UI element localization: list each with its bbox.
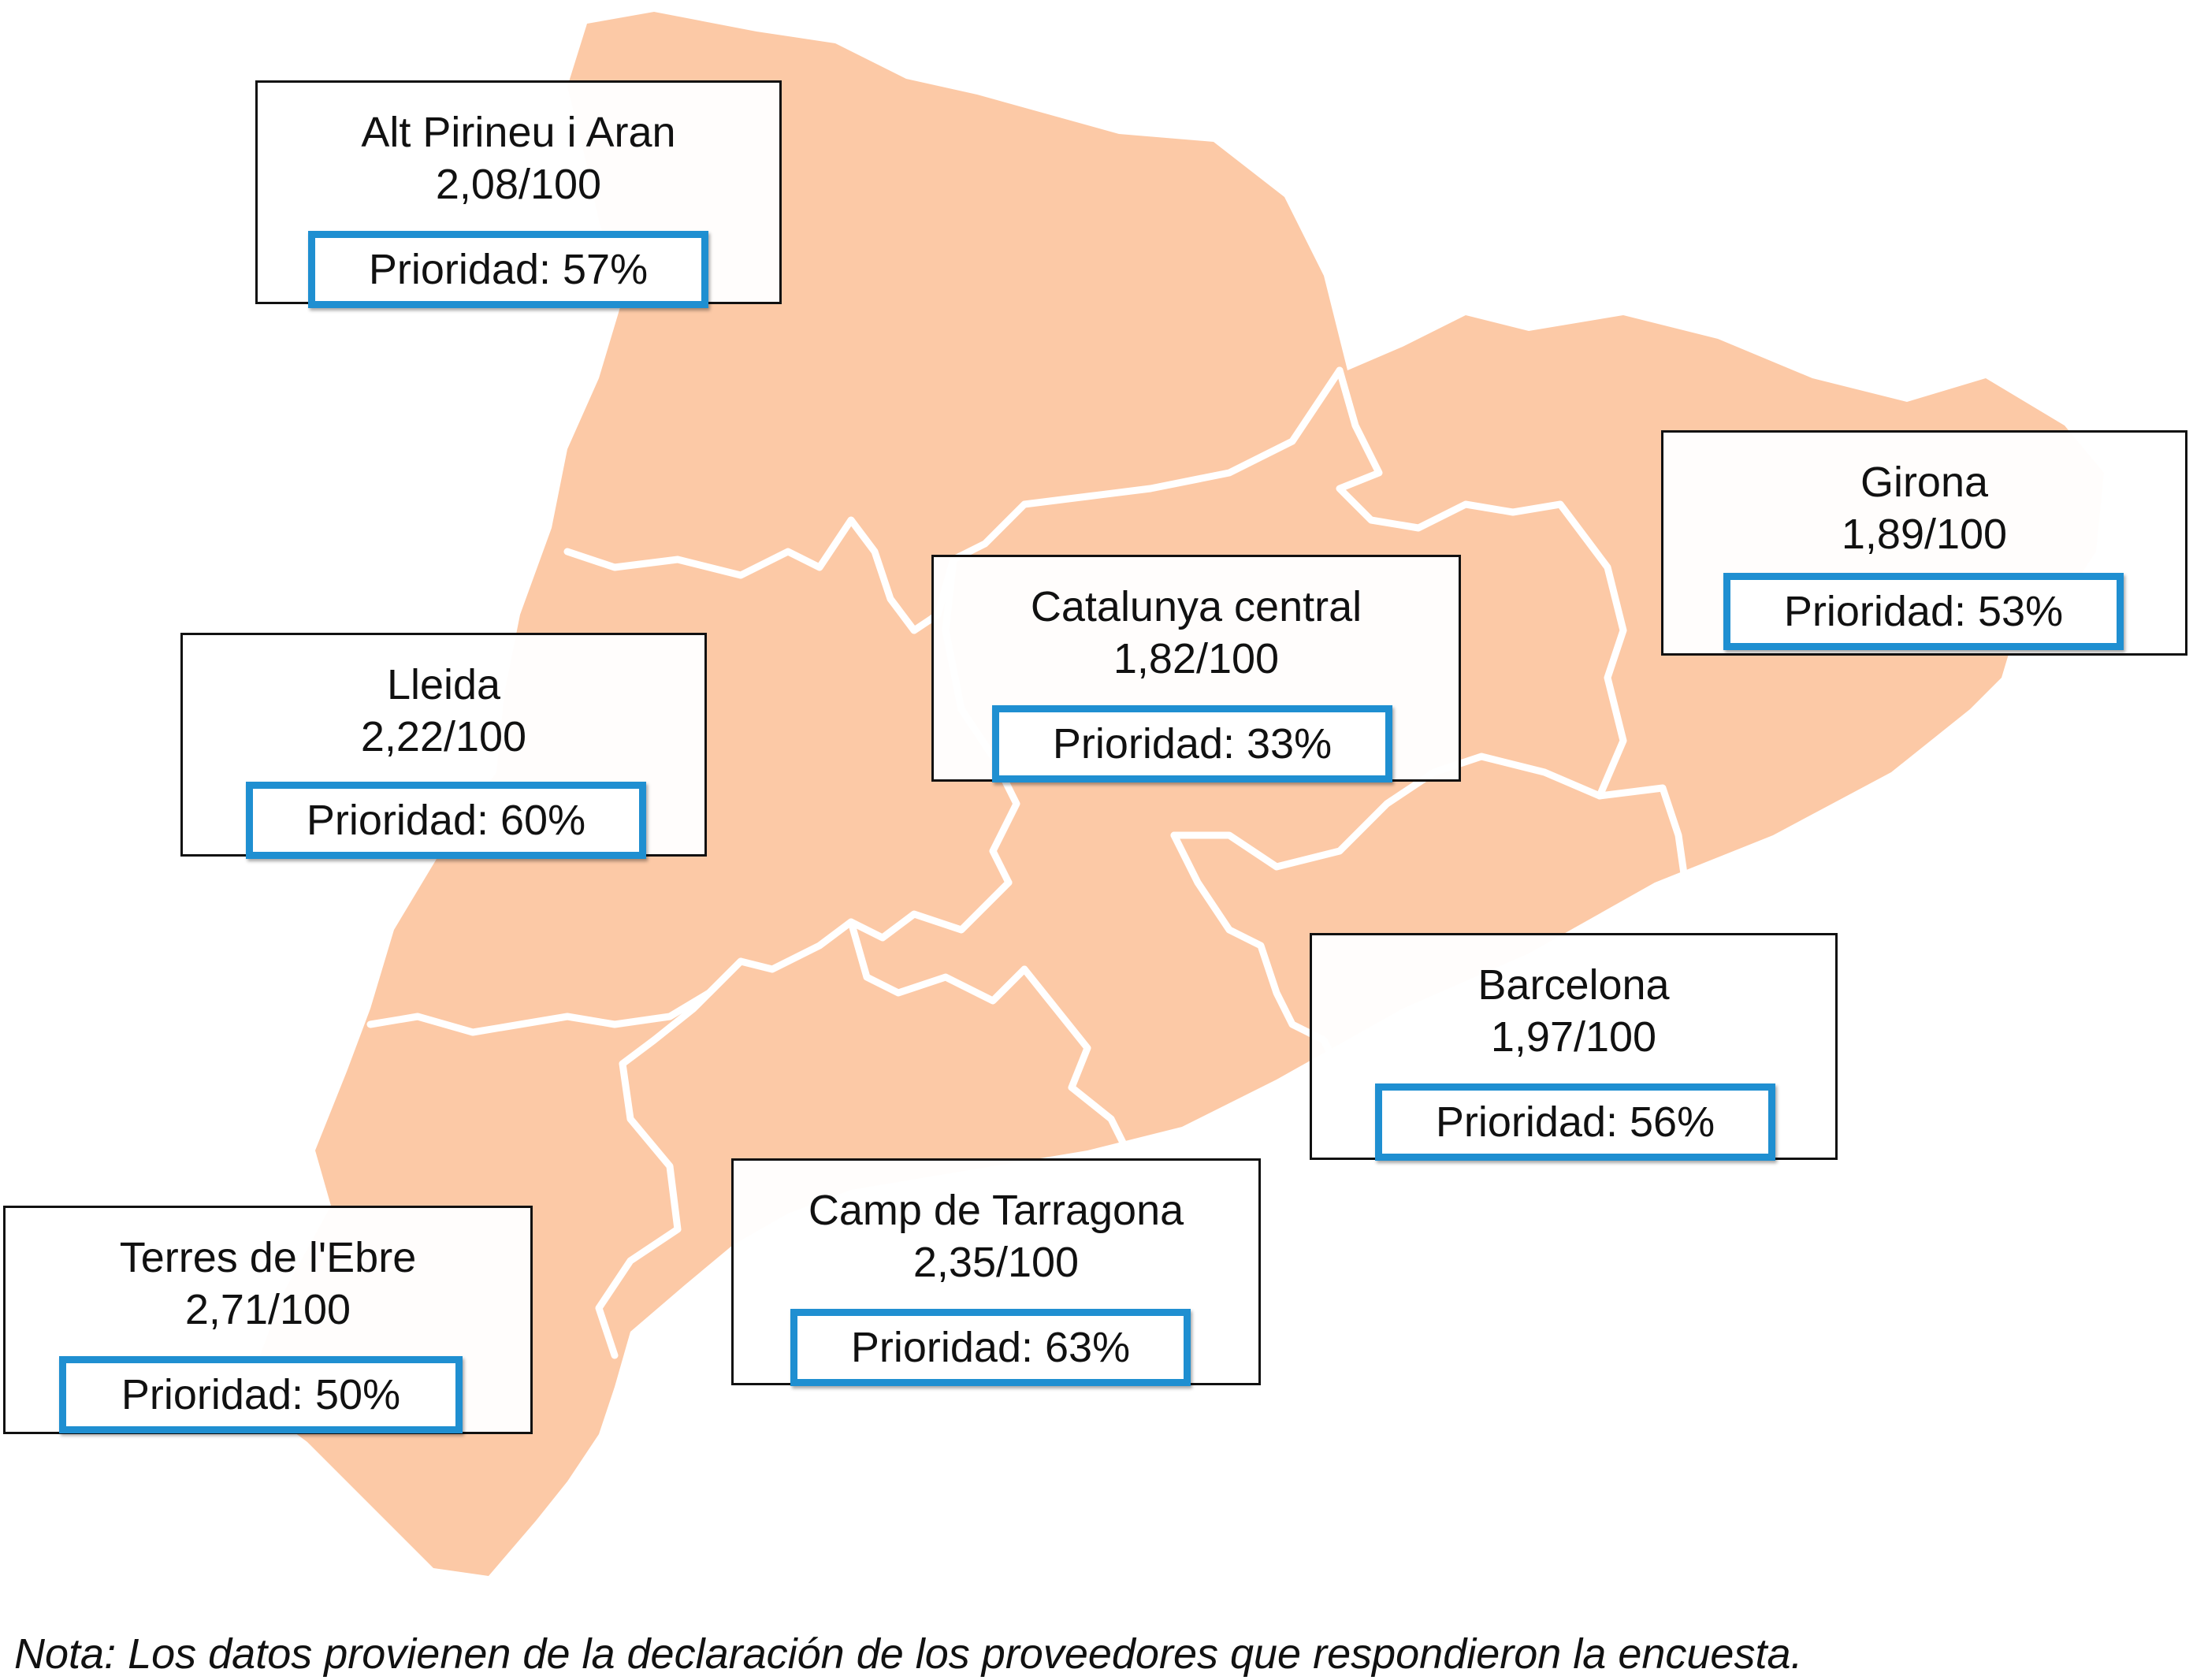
catalonia-silhouette [260, 12, 2104, 1576]
region-value: 1,97/100 [1490, 1013, 1657, 1061]
region-name: Alt Pirineu i Aran [361, 109, 676, 156]
region-name: Girona [1860, 459, 1989, 506]
region-box-terres-de-l-ebre: Terres de l'Ebre 2,71/100 Prioridad: 50% [3, 1206, 533, 1434]
region-value: 2,35/100 [913, 1239, 1080, 1286]
region-value: 2,71/100 [184, 1286, 351, 1333]
region-name: Terres de l'Ebre [119, 1234, 417, 1281]
region-name: Barcelona [1477, 961, 1670, 1009]
region-value: 1,82/100 [1113, 635, 1280, 682]
region-value: 2,22/100 [360, 713, 527, 760]
priority-badge: Prioridad: 53% [1723, 573, 2124, 650]
region-box-catalunya-central: Catalunya central 1,82/100 Prioridad: 33… [931, 555, 1461, 782]
priority-badge: Prioridad: 50% [59, 1356, 463, 1433]
priority-badge: Prioridad: 56% [1375, 1083, 1775, 1161]
region-value: 2,08/100 [435, 161, 602, 208]
region-box-girona: Girona 1,89/100 Prioridad: 53% [1661, 430, 2187, 656]
border-central-south [847, 879, 1028, 1005]
region-box-camp-de-tarragona: Camp de Tarragona 2,35/100 Prioridad: 63… [731, 1158, 1261, 1386]
region-name: Catalunya central [1030, 583, 1362, 630]
priority-badge: Prioridad: 33% [992, 705, 1392, 782]
priority-badge: Prioridad: 57% [308, 231, 708, 308]
region-name: Lleida [386, 661, 501, 708]
region-box-alt-pirineu: Alt Pirineu i Aran 2,08/100 Prioridad: 5… [255, 80, 782, 308]
region-box-barcelona: Barcelona 1,97/100 Prioridad: 56% [1310, 933, 1838, 1161]
region-box-lleida: Lleida 2,22/100 Prioridad: 60% [180, 633, 707, 859]
border-altpirineu-girona [1336, 366, 1627, 800]
border-lleida-altpirineu [563, 366, 1344, 634]
priority-badge: Prioridad: 63% [790, 1309, 1191, 1386]
region-name: Camp de Tarragona [808, 1187, 1184, 1234]
footnote: Nota: Los datos provienen de la declarac… [14, 1630, 1803, 1678]
region-value: 1,89/100 [1841, 511, 2008, 558]
border-tarragona-ebre [595, 957, 745, 1359]
priority-badge: Prioridad: 60% [246, 782, 646, 859]
border-lleida-tarragona [366, 918, 855, 1036]
